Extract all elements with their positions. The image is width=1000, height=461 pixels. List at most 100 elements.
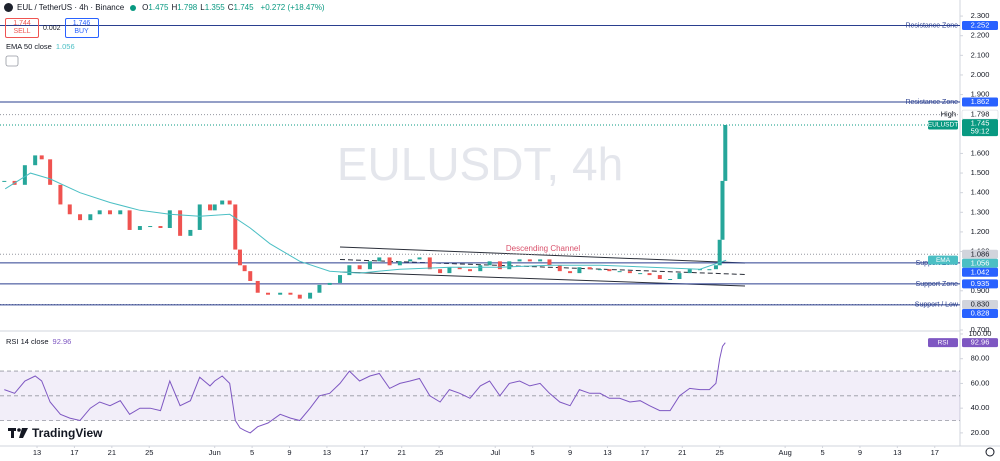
rsi-tag-side-bg — [928, 338, 958, 348]
candle — [107, 210, 112, 215]
candle — [447, 267, 452, 274]
ema-tag-side: EMA — [936, 257, 951, 264]
candle — [78, 214, 83, 221]
price-tick-label: 0.900 — [971, 286, 990, 295]
candle — [597, 269, 602, 271]
price-tick-label: 1.600 — [971, 148, 990, 157]
ema-tag-bg — [962, 258, 998, 268]
logo-text: TradingView — [32, 426, 103, 440]
sell-button[interactable]: 1.744 SELL — [5, 18, 39, 38]
high-tag-side: High — [941, 110, 956, 119]
level-tag-text: 0.828 — [971, 308, 990, 317]
candle — [308, 292, 313, 299]
candle — [97, 210, 102, 215]
ohlc-values: O1.475 H1.798 L1.355 C1.745 — [142, 3, 256, 12]
settings-icon[interactable] — [985, 447, 995, 457]
symbol-header: EUL / TetherUS · 4h · Binance O1.475 H1.7… — [4, 3, 325, 12]
candle — [167, 210, 172, 228]
candle — [33, 155, 38, 166]
last-price-tag-text: 59:12 — [971, 127, 990, 136]
last-price-tag-bg — [962, 119, 998, 137]
price-tick-label: 1.500 — [971, 168, 990, 177]
price-tick-label: 1.200 — [971, 227, 990, 236]
rsi-legend[interactable]: RSI 14 close 92.96 — [6, 337, 71, 346]
candle — [220, 200, 225, 205]
candle — [233, 204, 238, 250]
high-tag-text: 1.798 — [971, 110, 990, 119]
last-price-tag-text: 1.745 — [971, 119, 990, 128]
time-tick-label: 5 — [820, 448, 824, 457]
candle — [517, 259, 522, 262]
level-name: Support / Low — [915, 302, 959, 309]
last-price-tag-side: EULUSDT — [928, 122, 958, 129]
candle — [720, 180, 725, 240]
level-tag-bg — [962, 309, 998, 319]
candle — [587, 267, 592, 270]
candle — [397, 261, 402, 266]
candle — [317, 284, 322, 293]
last-price-tag-side-box: EULUSDT — [928, 120, 958, 130]
candle — [657, 275, 662, 280]
rsi-legend-name: RSI 14 close — [6, 337, 49, 346]
price-mark-tag-text: 1.086 — [971, 249, 990, 258]
price-tick-label: 2.000 — [971, 70, 990, 79]
candle — [507, 261, 512, 270]
time-tick-label: Jun — [209, 448, 221, 457]
candle — [22, 165, 27, 185]
candle — [338, 275, 343, 283]
level-tag-text: 1.862 — [971, 97, 990, 106]
candle — [88, 214, 93, 221]
candle — [367, 261, 372, 270]
candle — [707, 269, 712, 271]
candle — [377, 257, 382, 262]
candle — [248, 271, 253, 281]
spread: 0.002 — [43, 24, 61, 32]
logo: TradingView — [8, 426, 102, 440]
ohlc-key: H — [171, 3, 178, 12]
candle — [457, 267, 462, 270]
candle — [255, 280, 260, 293]
time-tick-label: 13 — [893, 448, 901, 457]
price-tick-label: 1.900 — [971, 90, 990, 99]
time-tick-label: 13 — [323, 448, 331, 457]
time-tick-label: 5 — [250, 448, 254, 457]
time-tick-label: 17 — [641, 448, 649, 457]
ema-tag-side-box: EMA — [928, 255, 958, 265]
last-price-tag-side-bg — [928, 120, 958, 130]
time-tick-label: 17 — [360, 448, 368, 457]
collapse-button[interactable] — [5, 55, 19, 67]
level-name: Resistance Zone — [905, 99, 958, 106]
price-tick-label: 1.300 — [971, 207, 990, 216]
market-status — [130, 4, 137, 11]
candle — [357, 265, 362, 270]
candle — [212, 204, 217, 211]
candle — [178, 210, 183, 236]
trade-panel: 1.744 SELL 0.002 1.746 BUY — [5, 18, 99, 38]
ema-legend[interactable]: EMA 50 close 1.056 — [6, 42, 75, 51]
symbol-title[interactable]: EUL / TetherUS · 4h · Binance — [17, 3, 125, 12]
ohlc-key: O — [142, 3, 149, 12]
candle — [723, 124, 728, 181]
price-tick-label: 2.100 — [971, 50, 990, 59]
level-name: Support Zone — [916, 281, 959, 288]
buy-button[interactable]: 1.746 BUY — [64, 18, 99, 38]
rsi-tick-label: 40.00 — [971, 403, 990, 412]
price-tick-label: 2.200 — [971, 31, 990, 40]
ohlc-key: L — [200, 3, 205, 12]
candle — [48, 159, 53, 185]
rsi-tag-text: 92.96 — [971, 338, 990, 347]
level-tag-text: 0.935 — [971, 279, 990, 288]
rsi-tick-label: 60.00 — [971, 378, 990, 387]
level-name: Resistance Zone — [905, 22, 958, 29]
candle — [408, 259, 413, 262]
candle — [2, 180, 7, 182]
rsi-tick-label: 80.00 — [971, 354, 990, 363]
ema-legend-name: EMA 50 close — [6, 42, 52, 51]
ema-legend-value: 1.056 — [55, 42, 75, 51]
symbol-icon — [4, 3, 13, 12]
ema-line — [4, 172, 727, 274]
rsi-tick-label: 100.00 — [969, 329, 992, 338]
candle — [39, 155, 44, 160]
candle — [547, 259, 552, 266]
